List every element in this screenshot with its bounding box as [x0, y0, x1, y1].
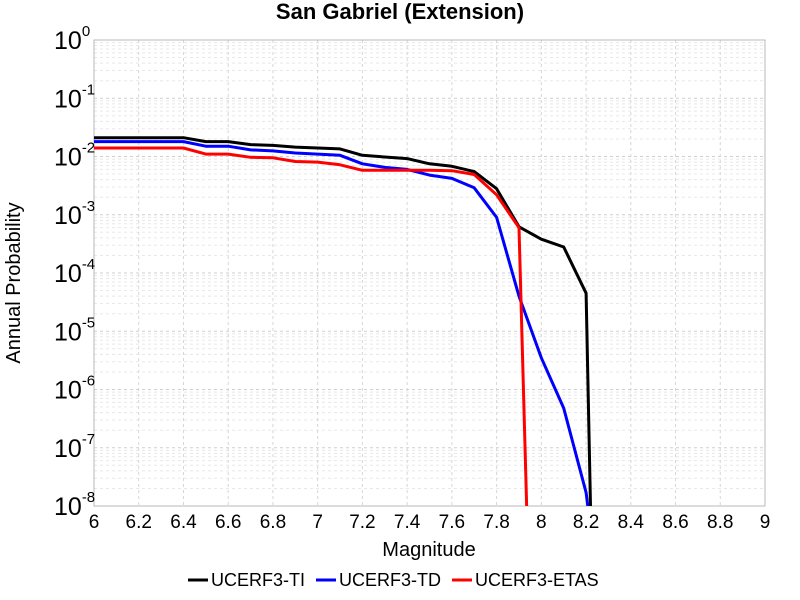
chart-title: San Gabriel (Extension)	[276, 0, 524, 24]
x-tick-label: 6.8	[260, 512, 286, 533]
x-tick-label: 7.4	[394, 512, 421, 533]
y-axis-label: Annual Probability	[3, 202, 25, 363]
y-tick-base: 10	[54, 493, 82, 521]
legend-entry-label: UCERF3-TD	[339, 570, 441, 590]
x-tick-label: 7.8	[483, 512, 509, 533]
y-tick-base: 10	[54, 27, 82, 55]
plot-area	[93, 39, 766, 507]
x-tick-label: 7.2	[349, 512, 375, 533]
x-axis-label: Magnitude	[382, 539, 475, 561]
series-line-ucerf3-ti	[94, 136, 592, 506]
y-tick-label: 10-7	[54, 431, 95, 463]
y-tick-base: 10	[54, 144, 82, 172]
y-tick-base: 10	[54, 85, 82, 113]
y-tick-label: 10-3	[54, 198, 95, 230]
y-tick-exponent: -6	[82, 373, 95, 390]
x-tick-label: 6.6	[215, 512, 241, 533]
legend-entry-label: UCERF3-ETAS	[475, 570, 599, 590]
x-tick-label: 6.2	[126, 512, 152, 533]
series-line-ucerf3-td	[94, 140, 590, 506]
y-tick-exponent: -7	[82, 431, 95, 448]
y-tick-label: 10-2	[54, 140, 95, 172]
legend: UCERF3-TI UCERF3-TD UCERF3-ETAS	[188, 570, 599, 590]
y-tick-exponent: -4	[82, 256, 95, 273]
y-tick-label: 100	[54, 23, 90, 55]
y-tick-label: 10-1	[54, 81, 95, 113]
y-tick-exponent: -5	[82, 314, 95, 331]
x-tick-label: 6.4	[170, 512, 197, 533]
y-tick-label: 10-5	[54, 314, 95, 346]
y-tick-exponent: -2	[82, 140, 95, 157]
x-tick-label: 7	[312, 512, 323, 533]
y-tick-exponent: -3	[82, 198, 95, 215]
x-tick-label: 8.8	[707, 512, 733, 533]
y-tick-label: 10-4	[54, 256, 95, 288]
y-tick-label: 10-8	[54, 489, 95, 521]
y-tick-exponent: 0	[82, 23, 90, 40]
x-tick-label: 8	[536, 512, 547, 533]
x-tick-label: 8.4	[618, 512, 645, 533]
x-tick-label: 7.6	[439, 512, 465, 533]
grid	[94, 40, 765, 506]
y-tick-base: 10	[54, 435, 82, 463]
y-tick-label: 10-6	[54, 373, 95, 405]
y-tick-base: 10	[54, 377, 82, 405]
x-axis-ticks: 6 6.2 6.4 6.6 6.8 7 7.2 7.4 7.6 7.8 8 8.2 8.4 8.6 8.8 9	[89, 512, 771, 533]
y-tick-base: 10	[54, 318, 82, 346]
series-lines	[94, 136, 592, 506]
x-tick-label: 8.6	[662, 512, 688, 533]
x-tick-label: 6	[89, 512, 100, 533]
x-tick-label: 8.2	[573, 512, 599, 533]
x-tick-label: 9	[760, 512, 771, 533]
y-tick-exponent: -8	[82, 489, 95, 506]
y-tick-base: 10	[54, 260, 82, 288]
y-tick-exponent: -1	[82, 81, 95, 98]
y-tick-base: 10	[54, 202, 82, 230]
series-line-ucerf3-etas	[94, 146, 529, 506]
legend-entry-label: UCERF3-TI	[211, 570, 305, 590]
